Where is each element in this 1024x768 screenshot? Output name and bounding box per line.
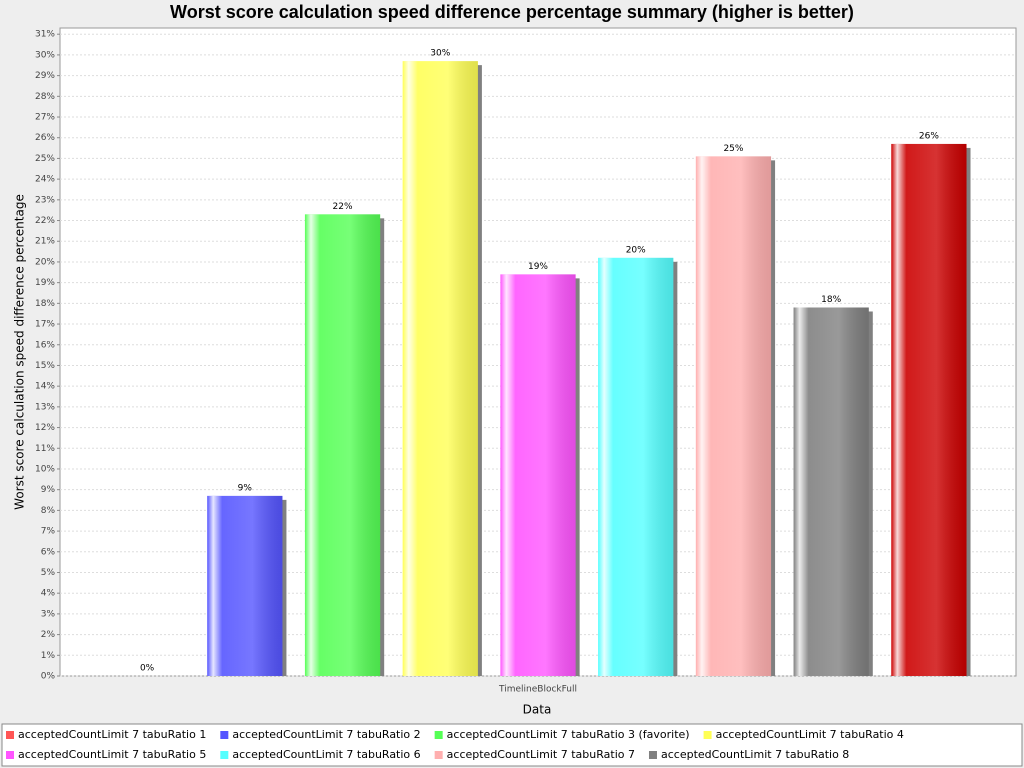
y-tick-label: 8% bbox=[41, 506, 56, 516]
value-label: 9% bbox=[238, 483, 253, 493]
bar-highlight bbox=[304, 214, 381, 677]
value-label: 0% bbox=[140, 664, 155, 674]
y-tick-label: 31% bbox=[35, 30, 55, 40]
y-tick-label: 28% bbox=[35, 92, 55, 102]
legend-swatch bbox=[220, 751, 229, 759]
legend-item: acceptedCountLimit 7 tabuRatio 8 bbox=[648, 748, 849, 761]
bar-highlight bbox=[500, 274, 576, 676]
legend-item: acceptedCountLimit 7 tabuRatio 5 bbox=[6, 748, 206, 761]
y-tick-label: 13% bbox=[35, 402, 55, 412]
value-label: 30% bbox=[430, 49, 450, 59]
y-tick-label: 4% bbox=[41, 589, 56, 599]
legend-label: acceptedCountLimit 7 tabuRatio 2 bbox=[232, 728, 420, 741]
y-tick-label: 24% bbox=[35, 175, 55, 185]
legend-label: acceptedCountLimit 7 tabuRatio 5 bbox=[18, 748, 206, 761]
y-tick-label: 20% bbox=[35, 257, 55, 267]
legend-swatch bbox=[6, 731, 14, 739]
y-tick-label: 25% bbox=[35, 154, 55, 164]
value-label: 19% bbox=[528, 262, 548, 272]
y-tick-label: 6% bbox=[41, 547, 56, 557]
value-label: 22% bbox=[333, 202, 353, 212]
legend-item: acceptedCountLimit 7 tabuRatio 4 bbox=[703, 728, 904, 741]
legend-item: acceptedCountLimit 7 tabuRatio 7 bbox=[434, 748, 635, 761]
legend-item: acceptedCountLimit 7 tabuRatio 2 bbox=[220, 728, 421, 741]
legend-item: acceptedCountLimit 7 tabuRatio 3 (favori… bbox=[434, 728, 690, 741]
y-tick-label: 3% bbox=[41, 609, 56, 619]
chart-title: Worst score calculation speed difference… bbox=[170, 2, 854, 22]
y-tick-label: 11% bbox=[35, 444, 55, 454]
legend-label: acceptedCountLimit 7 tabuRatio 4 bbox=[716, 728, 904, 741]
y-tick-label: 30% bbox=[35, 50, 55, 60]
y-tick-label: 19% bbox=[35, 278, 55, 288]
legend-swatch bbox=[6, 751, 14, 759]
y-tick-label: 0% bbox=[41, 672, 56, 682]
y-tick-label: 2% bbox=[41, 630, 56, 640]
legend-swatch bbox=[434, 751, 443, 759]
bar-highlight bbox=[695, 156, 772, 676]
y-tick-label: 27% bbox=[35, 113, 55, 123]
y-tick-label: 15% bbox=[35, 361, 55, 371]
legend-swatch bbox=[703, 731, 712, 739]
y-tick-label: 17% bbox=[35, 320, 55, 330]
y-tick-label: 5% bbox=[41, 568, 56, 578]
y-tick-label: 21% bbox=[35, 237, 55, 247]
y-tick-label: 10% bbox=[35, 464, 55, 474]
bar-highlight bbox=[891, 143, 967, 676]
legend-label: acceptedCountLimit 7 tabuRatio 8 bbox=[661, 748, 849, 761]
y-tick-label: 9% bbox=[41, 485, 56, 495]
y-axis-label: Worst score calculation speed difference… bbox=[13, 194, 27, 510]
y-tick-label: 1% bbox=[41, 651, 56, 661]
legend-label: acceptedCountLimit 7 tabuRatio 7 bbox=[447, 748, 635, 761]
bar-highlight bbox=[793, 307, 869, 676]
legend-item: acceptedCountLimit 7 tabuRatio 6 bbox=[220, 748, 421, 761]
legend-label: acceptedCountLimit 7 tabuRatio 6 bbox=[232, 748, 420, 761]
legend-box bbox=[1, 723, 1023, 767]
legend-item: acceptedCountLimit 7 tabuRatio 1 bbox=[6, 728, 206, 741]
x-tick-label: TimelineBlockFull bbox=[498, 685, 577, 695]
legend-swatch bbox=[220, 731, 229, 739]
y-tick-label: 14% bbox=[35, 382, 55, 392]
value-label: 20% bbox=[626, 245, 646, 255]
value-label: 25% bbox=[723, 144, 743, 154]
y-tick-label: 7% bbox=[41, 527, 56, 537]
value-label: 18% bbox=[821, 295, 841, 305]
y-tick-label: 22% bbox=[35, 216, 55, 226]
y-tick-label: 16% bbox=[35, 340, 55, 350]
bar-highlight bbox=[598, 257, 674, 676]
bar-highlight bbox=[207, 495, 283, 676]
y-tick-label: 12% bbox=[35, 423, 55, 433]
legend-label: acceptedCountLimit 7 tabuRatio 1 bbox=[18, 728, 206, 741]
value-label: 26% bbox=[919, 131, 939, 141]
legend-swatch bbox=[434, 731, 443, 739]
y-tick-label: 29% bbox=[35, 71, 55, 81]
bar-highlight bbox=[402, 61, 478, 677]
y-tick-label: 18% bbox=[35, 299, 55, 309]
legend-swatch bbox=[648, 751, 657, 759]
y-tick-label: 26% bbox=[35, 133, 55, 143]
legend-label: acceptedCountLimit 7 tabuRatio 3 (favori… bbox=[447, 728, 690, 741]
y-tick-label: 23% bbox=[35, 195, 55, 205]
x-axis-label: Data bbox=[523, 703, 552, 717]
